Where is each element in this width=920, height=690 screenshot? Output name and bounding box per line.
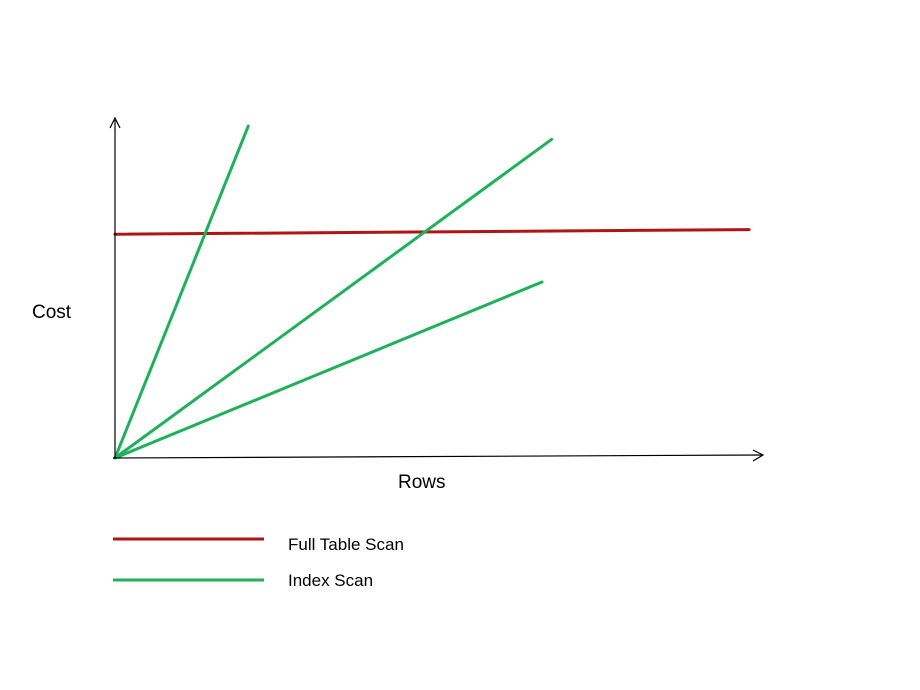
x-axis (112, 454, 763, 459)
y-axis-label: Cost (32, 302, 72, 323)
legend: Full Table Scan Index Scan (113, 535, 404, 590)
series-layer (113, 124, 751, 460)
series-line-4-index-scan (113, 280, 544, 460)
legend-label-index-scan: Index Scan (288, 571, 373, 590)
x-axis-arrow (752, 449, 765, 462)
series-line-2-index-scan (113, 124, 250, 460)
series-line-1-full-table-scan (113, 228, 751, 236)
x-axis-label: Rows (398, 472, 446, 493)
y-axis-arrow (109, 116, 121, 129)
series-line-3-index-scan (113, 137, 554, 460)
legend-label-full-table-scan: Full Table Scan (288, 535, 404, 554)
